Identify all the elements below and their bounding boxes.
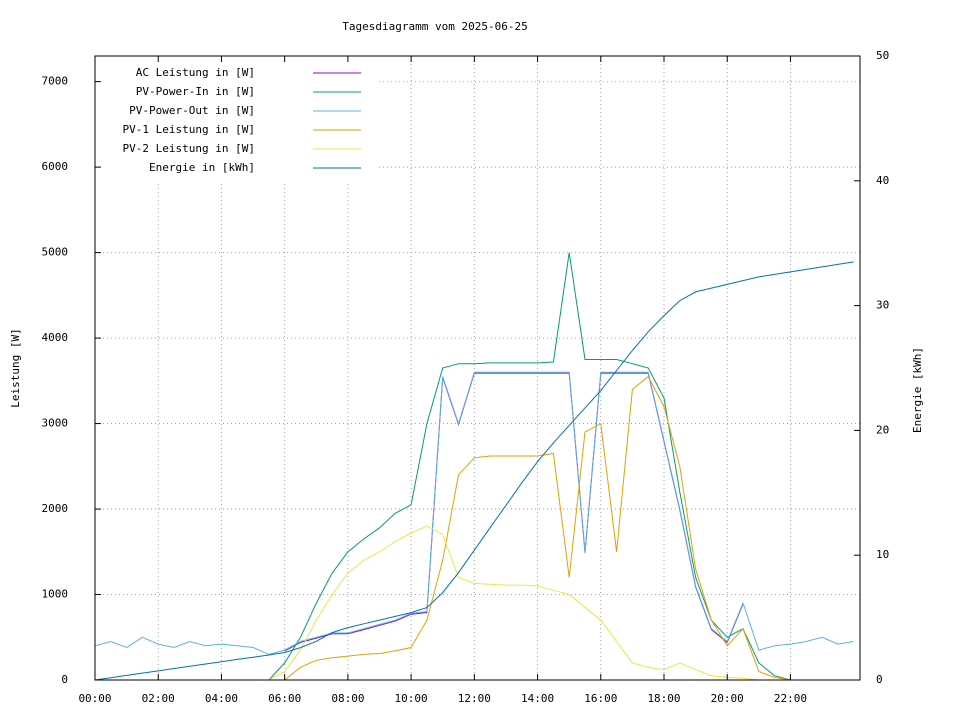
- chart-title: Tagesdiagramm vom 2025-06-25: [342, 20, 527, 33]
- y2-tick-label: 0: [876, 673, 883, 686]
- series-line: [94, 371, 854, 655]
- y2-tick-label: 30: [876, 299, 889, 312]
- ticks: 00:00 02:00 04:00 06:00 08:00 10:00 12:00 14:00…: [42, 49, 890, 705]
- legend: AC Leistung in [W] PV-Power-In in [W] PV-P…: [96, 57, 376, 181]
- legend-label: PV-2 Leistung in [W]: [123, 142, 255, 155]
- y-tick-label: 3000: [42, 417, 69, 430]
- x-tick-label: 18:00: [647, 692, 680, 705]
- x-tick-label: 20:00: [711, 692, 744, 705]
- y-tick-label: 7000: [42, 75, 69, 88]
- x-tick-label: 10:00: [395, 692, 428, 705]
- y-tick-label: 1000: [42, 588, 69, 601]
- legend-label: PV-Power-In in [W]: [136, 85, 255, 98]
- x-tick-label: 00:00: [78, 692, 111, 705]
- y2-tick-label: 50: [876, 49, 889, 62]
- y2-tick-label: 20: [876, 423, 889, 436]
- y-tick-label: 0: [61, 673, 68, 686]
- y-tick-label: 2000: [42, 502, 69, 515]
- legend-label: PV-1 Leistung in [W]: [123, 123, 255, 136]
- x-tick-label: 06:00: [268, 692, 301, 705]
- series-line: [94, 261, 854, 681]
- x-tick-label: 16:00: [584, 692, 617, 705]
- y-tick-label: 6000: [42, 160, 69, 173]
- legend-box: [96, 57, 376, 181]
- legend-label: Energie in [kWh]: [149, 161, 255, 174]
- x-tick-label: 02:00: [142, 692, 175, 705]
- y2-axis-label: Energie [kWh]: [911, 347, 924, 433]
- x-tick-label: 04:00: [205, 692, 238, 705]
- y-tick-label: 4000: [42, 331, 69, 344]
- x-tick-label: 14:00: [521, 692, 554, 705]
- legend-label: AC Leistung in [W]: [136, 66, 255, 79]
- y2-tick-label: 10: [876, 548, 889, 561]
- y2-tick-label: 40: [876, 174, 889, 187]
- x-tick-label: 12:00: [458, 692, 491, 705]
- y-axis-label: Leistung [W]: [9, 328, 22, 407]
- x-tick-label: 08:00: [331, 692, 364, 705]
- y-tick-label: 5000: [42, 246, 69, 259]
- plot-border: [94, 55, 861, 681]
- legend-label: PV-Power-Out in [W]: [129, 104, 255, 117]
- x-tick-label: 22:00: [774, 692, 807, 705]
